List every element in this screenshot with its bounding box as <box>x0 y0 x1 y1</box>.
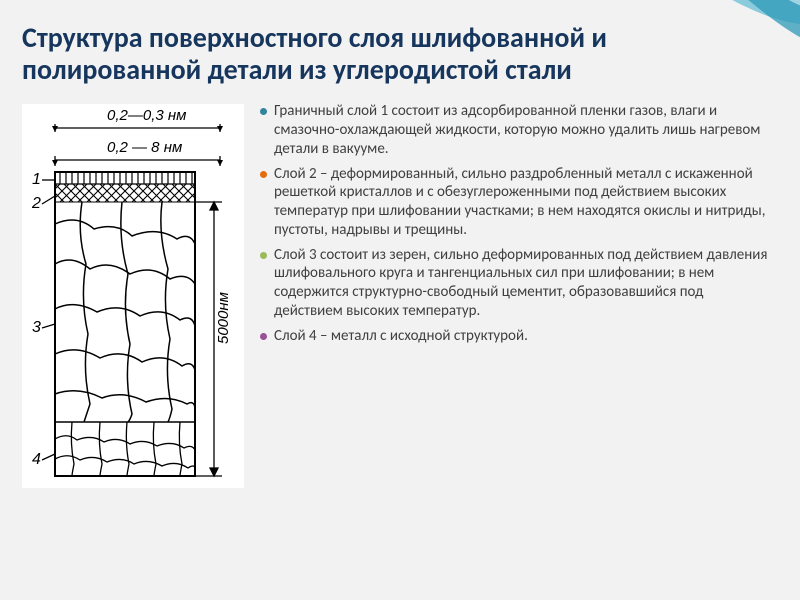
layer-structure-diagram: 0,2—0,3 нм 0,2 — 8 нм <box>22 104 244 488</box>
diagram-column: 0,2—0,3 нм 0,2 — 8 нм <box>22 98 244 493</box>
layer-label-2: 2 <box>31 195 41 212</box>
bullet-list: Граничный слой 1 состоит из адсорбирован… <box>260 98 770 351</box>
bullet-text: Граничный слой 1 состоит из адсорбирован… <box>274 102 760 158</box>
layer-label-1: 1 <box>32 171 41 188</box>
bullet-item: Слой 3 состоит из зерен, сильно деформир… <box>260 246 770 321</box>
layer-label-3: 3 <box>32 319 41 336</box>
slide: Структура поверхностного слоя шлифованно… <box>0 0 800 600</box>
bullet-item: Слой 4 – металл с исходной структурой. <box>260 327 770 346</box>
layer-label-4: 4 <box>32 451 41 468</box>
bullet-item: Граничный слой 1 состоит из адсорбирован… <box>260 102 770 158</box>
dim-top-label: 0,2—0,3 нм <box>107 107 186 124</box>
dim-side-label: 5000нм <box>215 292 232 344</box>
bullet-text: Слой 2 – деформированный, сильно раздроб… <box>274 165 766 239</box>
content-row: 0,2—0,3 нм 0,2 — 8 нм <box>22 98 770 493</box>
bullet-item: Слой 2 – деформированный, сильно раздроб… <box>260 165 770 240</box>
slide-title: Структура поверхностного слоя шлифованно… <box>22 22 770 86</box>
dim-mid-label: 0,2 — 8 нм <box>107 139 182 156</box>
bullet-text: Слой 3 состоит из зерен, сильно деформир… <box>274 246 768 320</box>
bullet-text: Слой 4 – металл с исходной структурой. <box>274 327 528 345</box>
